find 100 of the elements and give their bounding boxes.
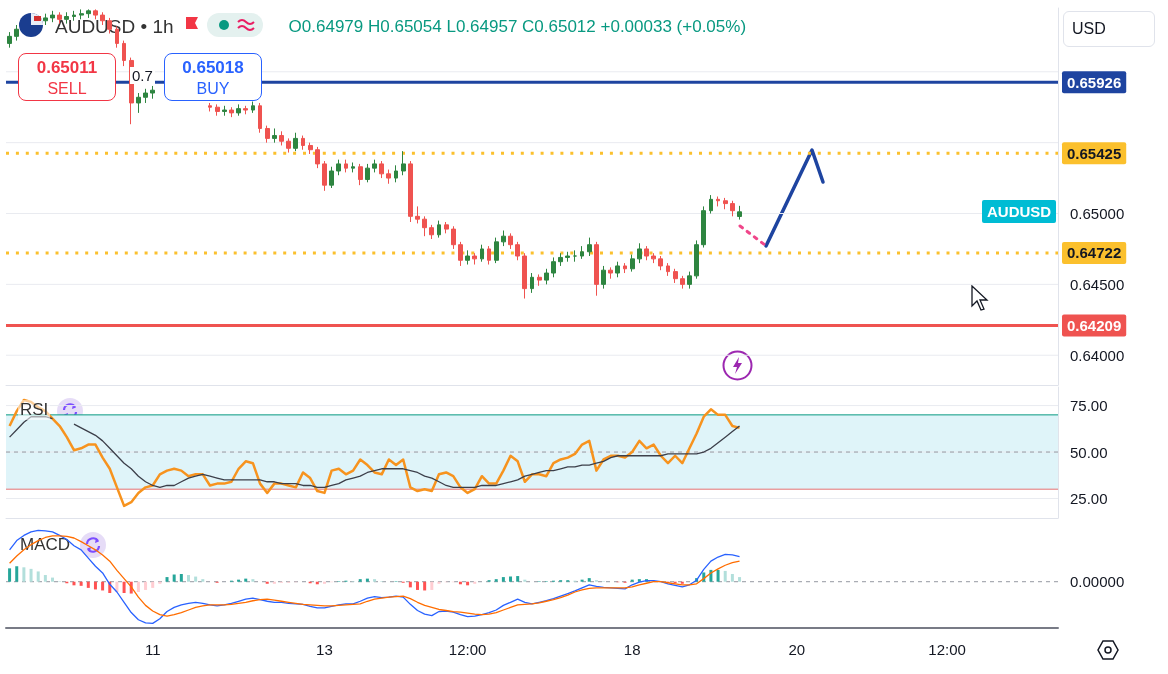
candlestick bbox=[666, 262, 670, 277]
bar bbox=[158, 581, 162, 584]
candlestick bbox=[379, 160, 384, 179]
bar bbox=[423, 581, 427, 591]
bar bbox=[172, 574, 176, 582]
candlestick bbox=[508, 232, 513, 250]
bar bbox=[136, 581, 140, 592]
y-tick-label: 75.00 bbox=[1070, 397, 1108, 415]
bar bbox=[630, 579, 634, 582]
candlestick bbox=[322, 160, 327, 192]
bar bbox=[43, 575, 47, 582]
candlestick bbox=[608, 266, 613, 280]
candlestick bbox=[737, 205, 742, 221]
candlestick bbox=[558, 252, 563, 267]
candlestick bbox=[86, 8, 91, 19]
candlestick bbox=[573, 249, 577, 263]
candlestick bbox=[494, 237, 499, 264]
ref-line-label: 0.65425 bbox=[1067, 144, 1122, 162]
annotation: BUY bbox=[195, 79, 231, 99]
candlestick bbox=[444, 221, 449, 234]
candlestick bbox=[301, 135, 305, 151]
candlestick bbox=[522, 252, 527, 300]
candlestick bbox=[143, 88, 148, 104]
ref-line-label: 0.64209 bbox=[1067, 317, 1122, 335]
bar bbox=[738, 577, 742, 582]
bar bbox=[580, 579, 584, 582]
candlestick bbox=[451, 225, 456, 250]
bar bbox=[501, 577, 505, 582]
bar bbox=[22, 567, 26, 582]
candlestick bbox=[43, 13, 48, 26]
bar bbox=[265, 581, 269, 584]
annotation: SELL bbox=[46, 79, 88, 99]
bar bbox=[15, 566, 19, 582]
candlestick bbox=[215, 103, 220, 117]
x-tick-label: 12:00 bbox=[928, 641, 966, 658]
bar bbox=[179, 574, 183, 582]
text: USD bbox=[1063, 11, 1155, 47]
candlestick bbox=[551, 256, 556, 278]
bar bbox=[322, 581, 326, 584]
bar bbox=[373, 579, 377, 582]
candlestick bbox=[365, 163, 370, 183]
candlestick bbox=[308, 142, 313, 155]
candlestick bbox=[565, 251, 570, 263]
candlestick bbox=[730, 200, 735, 217]
candlestick bbox=[251, 101, 255, 114]
candlestick bbox=[623, 262, 627, 274]
x-tick-label: 12:00 bbox=[448, 641, 487, 658]
bar bbox=[473, 581, 477, 584]
candlestick bbox=[651, 252, 656, 264]
candlestick bbox=[386, 169, 391, 185]
y-tick-label: 0.64500 bbox=[1070, 275, 1125, 293]
candlestick bbox=[408, 160, 413, 223]
candlestick bbox=[515, 241, 520, 261]
bar bbox=[86, 581, 90, 588]
candlestick bbox=[615, 261, 620, 278]
annotation: AUDUSD bbox=[982, 199, 1057, 223]
candlestick bbox=[265, 125, 270, 144]
candlestick bbox=[580, 245, 584, 260]
candlestick bbox=[673, 268, 678, 284]
y-tick-label: 0.64000 bbox=[1070, 346, 1125, 364]
candlestick bbox=[472, 252, 477, 266]
candlestick bbox=[344, 159, 348, 173]
bar bbox=[165, 577, 169, 582]
bar bbox=[251, 579, 255, 582]
bar bbox=[93, 581, 97, 590]
candlestick bbox=[701, 205, 706, 249]
x-tick-label: 13 bbox=[316, 641, 333, 658]
y-tick-label: 50.00 bbox=[1070, 443, 1108, 461]
candlestick bbox=[14, 24, 19, 42]
candlestick bbox=[544, 268, 549, 285]
bar bbox=[101, 581, 105, 591]
candlestick bbox=[7, 31, 12, 49]
candlestick bbox=[587, 237, 592, 257]
bar bbox=[365, 578, 369, 582]
bar bbox=[730, 574, 734, 582]
bar bbox=[8, 568, 12, 582]
candlestick bbox=[50, 10, 55, 23]
bar bbox=[680, 581, 684, 584]
bar bbox=[716, 569, 720, 582]
candlestick bbox=[687, 271, 692, 290]
line-series bbox=[8, 398, 741, 508]
candlestick bbox=[229, 106, 234, 118]
candlestick bbox=[243, 105, 248, 115]
candlestick bbox=[601, 265, 606, 290]
candlestick bbox=[293, 132, 298, 152]
text: RSI bbox=[18, 400, 51, 420]
candlestick bbox=[458, 241, 463, 267]
candlestick bbox=[630, 254, 635, 273]
bar bbox=[494, 579, 498, 582]
candlestick bbox=[422, 215, 427, 237]
candlestick bbox=[258, 102, 262, 134]
candlestick bbox=[358, 163, 363, 186]
candlestick bbox=[709, 194, 713, 215]
candlestick bbox=[286, 137, 291, 154]
bar bbox=[151, 581, 155, 588]
ref-line-label: 0.65926 bbox=[1067, 73, 1122, 91]
candlestick bbox=[429, 224, 434, 240]
candlestick bbox=[122, 40, 126, 67]
bar bbox=[79, 581, 83, 586]
bar bbox=[272, 581, 276, 584]
